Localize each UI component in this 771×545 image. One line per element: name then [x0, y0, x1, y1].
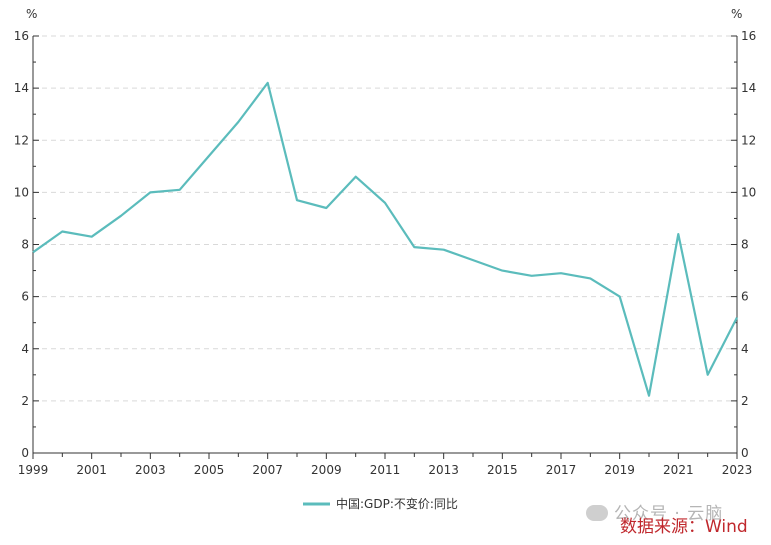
data-point — [207, 154, 211, 158]
series-line — [32, 81, 738, 397]
x-tick-label: 1999 — [18, 463, 49, 477]
data-point — [295, 198, 299, 202]
data-point — [148, 190, 152, 194]
watermark: 公众号 · 云脑 — [586, 499, 723, 524]
series-group — [31, 81, 739, 398]
data-point — [119, 214, 123, 218]
x-tick-label: 2007 — [252, 463, 283, 477]
x-tick-label: 2005 — [194, 463, 225, 477]
y-tick-label-left: 16 — [14, 29, 29, 43]
gridlines — [33, 35, 737, 402]
legend[interactable]: 中国:GDP:不变价:同比 — [303, 496, 458, 511]
y-axis-left-unit: % — [26, 7, 37, 21]
y-axis-left-ticks: 0 2 4 6 8 10 12 14 16 — [14, 29, 39, 460]
data-point — [647, 394, 651, 398]
data-point — [471, 258, 475, 262]
data-point — [383, 201, 387, 205]
data-point — [618, 295, 622, 299]
y-tick-label-left: 14 — [14, 81, 29, 95]
x-tick-label: 2011 — [370, 463, 401, 477]
x-tick-label: 2015 — [487, 463, 518, 477]
wechat-icon — [586, 505, 608, 521]
data-point — [588, 276, 592, 280]
x-tick-label: 2017 — [546, 463, 577, 477]
legend-label: 中国:GDP:不变价:同比 — [336, 496, 458, 511]
y-axis-right-unit: % — [731, 7, 742, 21]
data-point — [354, 175, 358, 179]
y-tick-label-right: 16 — [741, 29, 756, 43]
x-tick-label: 2021 — [663, 463, 694, 477]
y-tick-label-left: 12 — [14, 133, 29, 147]
data-point — [442, 248, 446, 252]
source-label: 数据来源：Wind — [620, 517, 748, 537]
y-tick-label-left: 4 — [21, 342, 29, 356]
y-axis-right-ticks: 0 2 4 6 8 10 12 14 16 — [731, 29, 756, 460]
x-tick-label: 2001 — [76, 463, 107, 477]
data-point — [90, 235, 94, 239]
y-tick-label-right: 2 — [741, 394, 749, 408]
data-point — [60, 229, 64, 233]
data-point — [31, 250, 35, 254]
y-tick-label-left: 10 — [14, 185, 29, 199]
y-tick-label-right: 8 — [741, 238, 749, 252]
y-tick-label-left: 8 — [21, 238, 29, 252]
x-tick-label: 2023 — [722, 463, 753, 477]
data-point — [412, 245, 416, 249]
data-point — [559, 271, 563, 275]
y-tick-label-left: 2 — [21, 394, 29, 408]
data-point — [500, 269, 504, 273]
data-point — [676, 232, 680, 236]
x-tick-label: 2009 — [311, 463, 342, 477]
y-tick-label-right: 10 — [741, 185, 756, 199]
x-tick-label: 2013 — [428, 463, 459, 477]
y-tick-label-right: 12 — [741, 133, 756, 147]
y-tick-label-right: 6 — [741, 290, 749, 304]
data-point — [706, 373, 710, 377]
y-tick-label-left: 0 — [21, 446, 29, 460]
data-point — [324, 206, 328, 210]
watermark-text: 公众号 · 云脑 — [614, 504, 724, 524]
data-point — [236, 120, 240, 124]
y-tick-label-right: 4 — [741, 342, 749, 356]
x-tick-label: 2019 — [604, 463, 635, 477]
x-tick-label: 2003 — [135, 463, 166, 477]
y-tick-label-right: 0 — [741, 446, 749, 460]
y-tick-label-left: 6 — [21, 290, 29, 304]
x-axis-ticks: 1999 2001 2003 2005 2007 2009 2011 2013 2015 2017… — [18, 453, 753, 477]
data-point — [530, 274, 534, 278]
y-tick-label-right: 14 — [741, 81, 756, 95]
data-point — [178, 188, 182, 192]
data-point — [266, 81, 270, 85]
data-point — [735, 315, 739, 319]
